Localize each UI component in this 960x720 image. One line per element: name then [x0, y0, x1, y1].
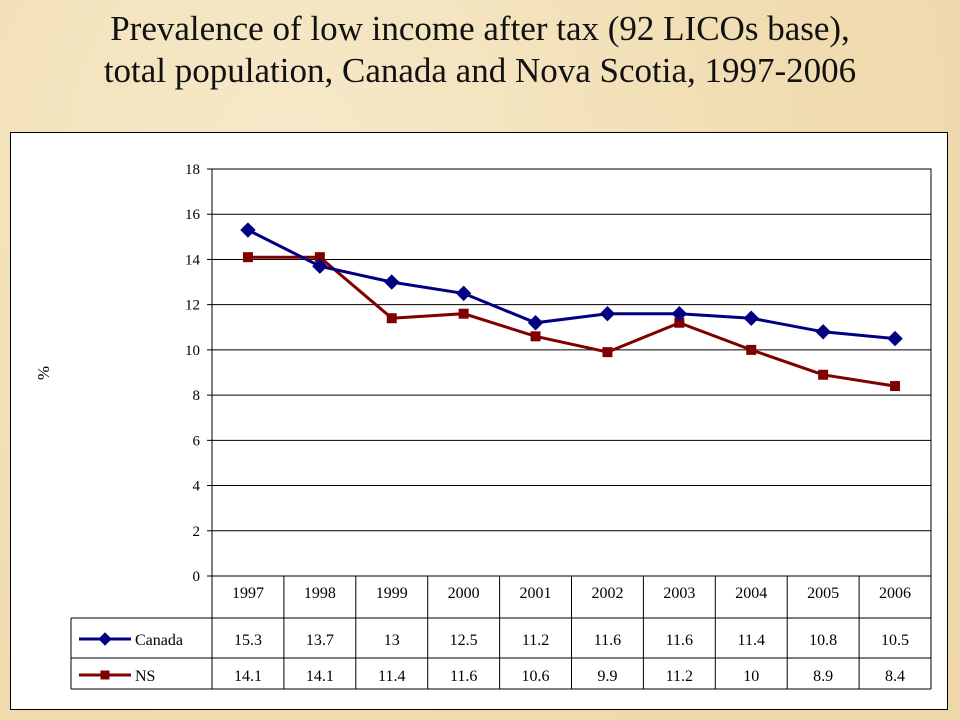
plot-area — [211, 168, 932, 577]
data-point-ns — [530, 331, 541, 342]
data-point-canada — [743, 310, 759, 326]
data-point-ns — [818, 369, 829, 380]
table-cell-value: 11.6 — [666, 632, 693, 649]
y-tick-label: 0 — [193, 569, 201, 585]
y-tick-label: 2 — [193, 524, 201, 540]
table-cell-value: 10.6 — [522, 668, 550, 685]
legend-marker — [98, 632, 112, 646]
y-tick-label: 4 — [193, 479, 201, 495]
y-tick-label: 10 — [185, 343, 200, 359]
table-cell-value: 13 — [384, 632, 400, 649]
y-axis-label: % — [34, 366, 53, 380]
y-tick-label: 8 — [193, 388, 201, 404]
table-cell-value: 8.4 — [885, 668, 905, 685]
data-point-canada — [671, 306, 688, 322]
title-line-2: total population, Canada and Nova Scotia… — [103, 51, 857, 90]
table-cell-value: 12.5 — [450, 632, 478, 649]
table-cell-value: 11.2 — [522, 632, 549, 649]
table-cell-value: 11.6 — [450, 668, 477, 685]
data-point-canada — [455, 285, 472, 302]
legend-series-name: NS — [135, 668, 155, 685]
data-point-ns — [386, 313, 397, 324]
table-cell-value: 13.7 — [306, 632, 334, 649]
x-category-label: 2005 — [807, 585, 839, 602]
data-point-canada — [384, 274, 400, 290]
table-cell-value: 15.3 — [234, 632, 262, 649]
table-cell-value: 10.8 — [809, 632, 837, 649]
data-point-ns — [746, 344, 757, 355]
table-cell-value: 9.9 — [597, 668, 617, 685]
data-point-ns — [602, 347, 613, 358]
x-category-label: 2000 — [448, 585, 480, 602]
x-category-label: 1999 — [376, 585, 408, 602]
y-tick-label: 6 — [193, 433, 201, 449]
chart-title: Prevalence of low income after tax (92 L… — [0, 8, 960, 92]
x-category-label: 2004 — [735, 585, 767, 602]
legend-series-name: Canada — [135, 632, 183, 649]
series-line-ns — [247, 255, 896, 388]
table-cell-value: 10.5 — [881, 632, 909, 649]
data-point-canada — [815, 324, 831, 340]
table-cell-value: 11.6 — [594, 632, 621, 649]
table-cell-value: 10 — [743, 668, 759, 685]
table-cell-value: 14.1 — [306, 668, 334, 685]
x-category-label: 2002 — [591, 585, 623, 602]
table-cell-value: 11.4 — [738, 632, 765, 649]
legend-marker — [100, 670, 110, 680]
data-point-canada — [887, 330, 903, 347]
title-line-1: Prevalence of low income after tax (92 L… — [110, 9, 850, 48]
y-tick-label: 12 — [185, 298, 200, 314]
series-line-canada — [247, 228, 896, 341]
table-cell-value: 11.4 — [378, 668, 405, 685]
data-point-canada — [312, 258, 328, 274]
table-cell-value: 11.2 — [666, 668, 693, 685]
table-cell-value: 14.1 — [234, 668, 262, 685]
line-chart: 0 2 4 6 8 10 12 14 16 18% 1997 1998 1999 2000 2001 2002… — [34, 162, 932, 690]
data-point-ns — [890, 381, 901, 392]
chart-panel: 0 2 4 6 8 10 12 14 16 18% 1997 1998 1999 2000 2001 2002… — [10, 132, 948, 710]
data-point-ns — [242, 252, 253, 263]
data-point-canada — [527, 315, 544, 331]
data-point-canada — [240, 222, 256, 238]
x-category-label: 1997 — [232, 585, 264, 602]
x-category-label: 2006 — [879, 585, 911, 602]
y-tick-label: 14 — [185, 252, 201, 268]
x-category-label: 1998 — [304, 585, 336, 602]
table-cell-value: 8.9 — [813, 668, 833, 685]
y-tick-label: 16 — [185, 207, 201, 223]
data-point-canada — [599, 306, 616, 322]
y-tick-label: 18 — [185, 162, 200, 178]
x-category-label: 2001 — [520, 585, 552, 602]
data-point-ns — [458, 308, 469, 319]
x-category-label: 2003 — [663, 585, 695, 602]
